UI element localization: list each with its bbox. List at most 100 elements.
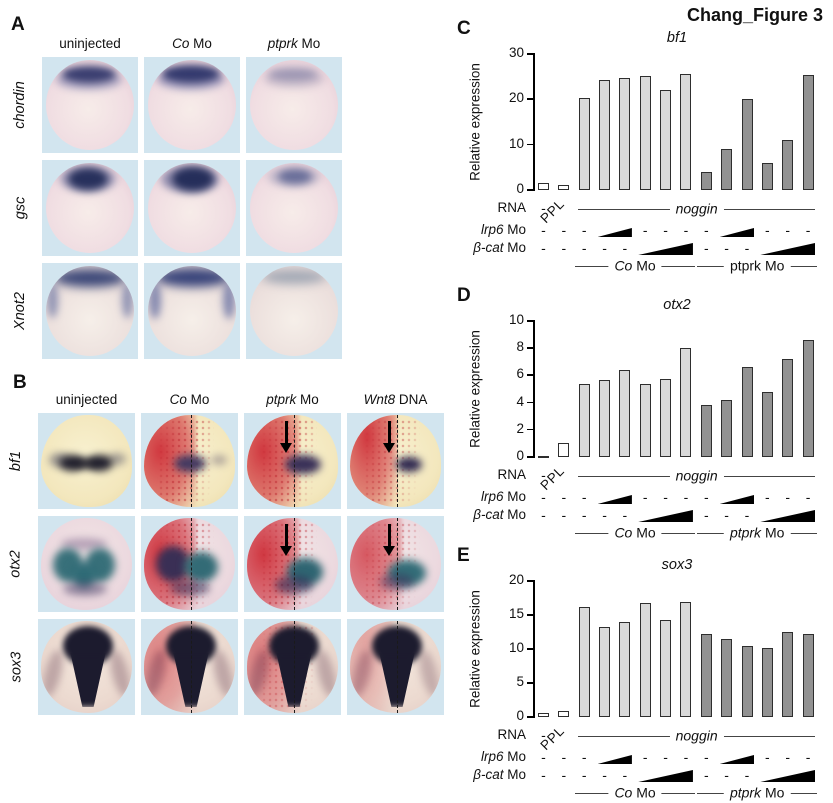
panel-D-chart: D otx2 Relative expression 0 2 4 6 8 10 RNA - PP…	[455, 285, 833, 543]
rna-row-label: RNA	[497, 200, 526, 215]
y-tick-label: 0	[516, 708, 524, 723]
lrp6-dash: -	[561, 749, 567, 765]
embryo-chordin-uninjected	[42, 57, 138, 153]
bcat-dash: -	[561, 767, 567, 783]
rna-noggin-span: noggin	[578, 467, 816, 484]
panelB-col-ptprk-mo: ptprk Mo	[266, 392, 319, 407]
lrp6-dash: -	[683, 222, 689, 238]
chart-plot-sox3: 0 5 10 15 20 RNA - PPL noggin lrp6 Mo - - - - - - - - - - β-…	[455, 547, 833, 803]
bcat-dose-wedge	[760, 770, 816, 782]
y-tick-label: 0	[516, 181, 524, 196]
bar-sox3-14	[802, 634, 814, 717]
bcat-row-label: β-cat Mo	[473, 507, 526, 522]
bcat-dash: -	[581, 240, 587, 256]
lrp6-dose-wedge	[597, 228, 632, 237]
y-tick-label: 2	[516, 420, 524, 436]
bar-sox3-5	[619, 621, 631, 717]
lrp6-dash: -	[561, 489, 567, 505]
lrp6-dash: -	[581, 749, 587, 765]
y-axis	[533, 320, 535, 458]
lrp6-dash: -	[805, 222, 811, 238]
embryo-gsc-co-mo	[144, 160, 240, 256]
panel-C-chart: C bf1 Relative expression 0 10 20 30 RNA - PPL…	[455, 18, 833, 276]
bcat-dose-wedge	[638, 770, 693, 782]
lrp6-dash: -	[663, 749, 668, 765]
y-tick-label: 30	[508, 45, 524, 60]
panelA-col-uninjected: uninjected	[59, 36, 121, 51]
bar-sox3-11	[741, 645, 753, 717]
bcat-dash: -	[724, 240, 729, 256]
bar-otx2-9	[700, 404, 712, 457]
bcat-dash: -	[703, 240, 709, 256]
bar-otx2-4	[599, 380, 611, 457]
panel-letter-A: A	[11, 14, 25, 35]
panelB-row-otx2: otx2	[7, 550, 24, 578]
embryo-chordin-ptprk-mo	[246, 57, 342, 153]
bar-sox3-6	[639, 603, 651, 717]
chart-plot-otx2: 0 2 4 6 8 10 RNA - PPL noggin lrp6 Mo - - - - - - - - - - β-c…	[455, 287, 833, 543]
panel-E-chart: E sox3 Relative expression 0 5 10 15 20 RNA - P…	[455, 545, 833, 803]
lrp6-dash: -	[703, 489, 709, 505]
bcat-dash: -	[541, 767, 546, 783]
lrp6-dose-wedge	[719, 228, 754, 237]
y-tick-mark	[527, 580, 533, 582]
y-tick-mark	[527, 189, 533, 191]
bar-otx2-1	[538, 455, 549, 458]
y-tick-mark	[527, 374, 533, 376]
bcat-dash: -	[602, 767, 607, 783]
y-axis	[533, 53, 535, 191]
bcat-dash: -	[703, 767, 709, 783]
bar-otx2-3	[578, 383, 590, 457]
bcat-dash: -	[622, 240, 628, 256]
group-span-ptprk-mo: ptprk Mo	[697, 524, 818, 541]
group-span-co-mo: Co Mo	[575, 524, 695, 541]
y-tick-mark	[527, 456, 533, 458]
bar-otx2-6	[639, 383, 651, 457]
lrp6-dose-wedge	[597, 495, 632, 504]
embryo-bf1-wnt8-dna	[347, 413, 444, 509]
y-tick-label: 15	[508, 606, 524, 621]
embryo-sox3-co-mo	[141, 619, 238, 715]
bar-otx2-12	[761, 392, 773, 457]
embryo-gsc-ptprk-mo	[246, 160, 342, 256]
bar-otx2-5	[619, 369, 631, 457]
bar-sox3-9	[700, 634, 712, 717]
midline-dashed	[294, 621, 296, 713]
bcat-dose-wedge	[760, 510, 816, 522]
y-tick-label: 10	[508, 312, 524, 327]
bar-bf1-12	[761, 162, 773, 190]
bcat-dash: -	[703, 507, 709, 523]
bcat-dash: -	[602, 507, 607, 523]
rna-minus: -	[541, 727, 546, 743]
bcat-dash: -	[724, 767, 729, 783]
bcat-dash: -	[602, 240, 607, 256]
panelA-row-xnot2: Xnot2	[12, 292, 28, 330]
embryo-xnot2-ptprk-mo	[246, 263, 342, 359]
y-axis	[533, 580, 535, 718]
y-tick-mark	[527, 143, 533, 146]
group-span-co-mo: Co Mo	[575, 257, 695, 274]
bar-sox3-13	[782, 632, 794, 717]
embryo-bf1-ptprk-mo	[244, 413, 341, 509]
panelB-row-bf1: bf1	[7, 450, 24, 472]
midline-dashed	[191, 415, 193, 507]
lrp6-dash: -	[683, 489, 689, 505]
bar-bf1-4	[599, 79, 611, 190]
bcat-dash: -	[541, 240, 546, 256]
bcat-dash: -	[724, 507, 729, 523]
embryo-bf1-co-mo	[141, 413, 238, 509]
bar-sox3-3	[578, 606, 590, 717]
bcat-dash: -	[541, 507, 546, 523]
bcat-dash: -	[622, 767, 628, 783]
rna-row-label: RNA	[497, 727, 526, 742]
lrp6-dash: -	[785, 222, 791, 238]
bar-bf1-5	[619, 78, 631, 190]
lrp6-dash: -	[663, 489, 668, 505]
y-tick-mark	[527, 98, 533, 100]
group-span-co-mo: Co Mo	[575, 784, 695, 801]
panel-letter-D: D	[457, 285, 471, 306]
y-tick-label: 6	[516, 366, 524, 382]
y-tick-label: 8	[516, 339, 524, 355]
bar-bf1-14	[802, 75, 814, 190]
bar-sox3-8	[680, 602, 692, 717]
